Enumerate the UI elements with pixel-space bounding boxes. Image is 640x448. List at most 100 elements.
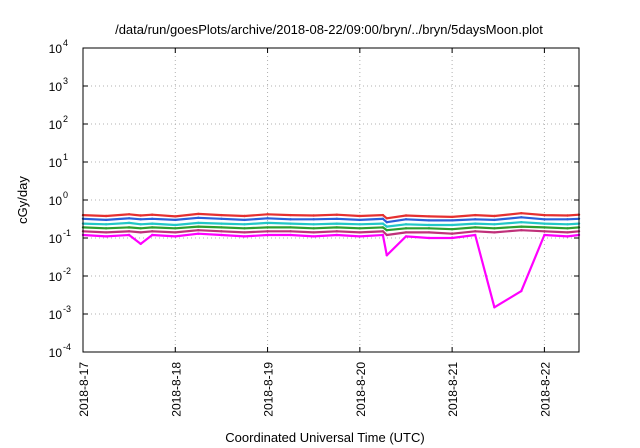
data-point xyxy=(312,218,315,221)
data-point xyxy=(427,215,431,218)
data-point xyxy=(197,216,200,219)
data-point xyxy=(358,218,361,222)
data-point xyxy=(151,213,154,216)
data-point xyxy=(520,212,523,215)
data-point xyxy=(243,214,246,218)
data-point xyxy=(335,222,338,225)
data-point xyxy=(450,215,454,219)
data-point xyxy=(381,217,385,220)
y-tick-label: 10 xyxy=(49,270,63,284)
series-4 xyxy=(81,225,581,232)
data-point xyxy=(474,233,477,237)
data-point xyxy=(139,214,142,217)
x-tick-label: 2018-8-19 xyxy=(262,362,276,417)
data-point xyxy=(174,215,177,218)
data-point xyxy=(289,222,292,225)
data-point xyxy=(543,213,546,217)
data-point xyxy=(127,226,131,229)
data-point xyxy=(385,221,388,224)
data-point xyxy=(493,223,496,226)
y-tick-exponent: -2 xyxy=(63,266,71,276)
data-point xyxy=(197,212,200,216)
data-point xyxy=(566,218,569,221)
data-point xyxy=(520,225,523,228)
data-point xyxy=(566,223,569,226)
data-point xyxy=(197,232,200,235)
data-point xyxy=(404,235,408,238)
data-point xyxy=(127,230,131,233)
series-line xyxy=(82,216,580,224)
data-point xyxy=(151,233,154,237)
y-tick-exponent: 1 xyxy=(63,152,68,162)
data-point xyxy=(381,233,385,237)
data-point xyxy=(335,226,338,229)
data-point xyxy=(427,227,431,230)
data-point xyxy=(139,218,142,221)
data-point xyxy=(427,223,431,227)
data-point xyxy=(493,231,496,234)
data-point xyxy=(385,254,388,257)
data-point xyxy=(104,223,108,226)
data-point xyxy=(381,230,385,233)
data-point xyxy=(266,226,269,229)
y-tick-exponent: -4 xyxy=(63,342,71,352)
data-point xyxy=(381,213,385,217)
y-tick-exponent: 4 xyxy=(63,38,68,48)
x-tick-label: 2018-8-20 xyxy=(354,362,368,417)
data-point xyxy=(289,230,292,233)
series-line xyxy=(82,225,580,232)
data-point xyxy=(151,222,154,225)
data-point xyxy=(220,233,223,237)
data-point xyxy=(520,229,523,232)
data-point xyxy=(174,235,177,238)
y-tick-label: 10 xyxy=(49,156,63,170)
data-point xyxy=(197,225,200,228)
data-point xyxy=(104,218,108,222)
y-tick-exponent: 2 xyxy=(63,114,68,124)
data-point xyxy=(493,218,496,222)
y-tick-exponent: -3 xyxy=(63,304,71,314)
data-point xyxy=(139,231,142,234)
data-point xyxy=(381,226,385,229)
data-point xyxy=(358,214,361,218)
data-point xyxy=(104,227,108,230)
data-point xyxy=(220,226,223,229)
data-point xyxy=(543,230,546,233)
data-point xyxy=(139,223,142,226)
data-point xyxy=(493,214,496,218)
data-point xyxy=(385,233,388,237)
data-point xyxy=(404,227,408,230)
data-point xyxy=(104,235,108,238)
data-point xyxy=(289,213,292,217)
data-point xyxy=(566,214,569,217)
data-point xyxy=(266,213,269,216)
grid-lines xyxy=(83,48,579,352)
data-point xyxy=(543,222,546,225)
y-tick-exponent: 0 xyxy=(63,190,68,200)
data-point xyxy=(220,222,223,225)
data-point xyxy=(427,231,431,234)
data-point xyxy=(127,213,131,216)
data-point xyxy=(450,236,454,240)
data-point xyxy=(289,233,292,237)
data-point xyxy=(427,236,431,240)
data-point xyxy=(266,221,269,225)
data-point xyxy=(520,221,523,224)
data-point xyxy=(404,223,408,226)
y-axis-label: cGy/day xyxy=(15,176,30,224)
data-point xyxy=(358,223,361,226)
data-point xyxy=(266,230,269,233)
data-point xyxy=(243,218,246,222)
data-point xyxy=(543,226,546,229)
data-point xyxy=(174,227,177,230)
data-point xyxy=(151,230,154,233)
data-point xyxy=(243,235,246,238)
data-point xyxy=(404,214,408,217)
data-point xyxy=(197,221,200,225)
data-point xyxy=(358,227,361,230)
series-3 xyxy=(81,221,581,228)
data-point xyxy=(450,228,454,231)
data-point xyxy=(335,230,338,233)
data-point xyxy=(220,217,223,220)
